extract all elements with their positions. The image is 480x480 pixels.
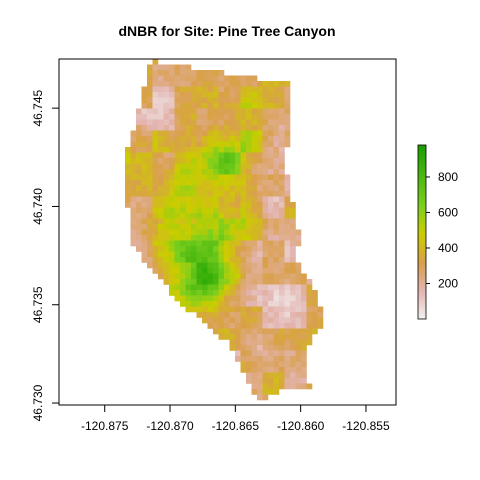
raster-layer bbox=[125, 59, 324, 401]
legend-tick-label: 200 bbox=[438, 276, 458, 290]
x-tick-label: -120.860 bbox=[277, 419, 325, 433]
legend-tick-label: 400 bbox=[438, 241, 458, 255]
x-tick-label: -120.855 bbox=[342, 419, 390, 433]
x-tick-label: -120.870 bbox=[146, 419, 194, 433]
chart-title: dNBR for Site: Pine Tree Canyon bbox=[118, 23, 335, 39]
legend-tick-label: 800 bbox=[438, 170, 458, 184]
y-tick-label: 46.745 bbox=[31, 89, 45, 126]
plot-frame bbox=[58, 58, 397, 406]
y-tick-label: 46.740 bbox=[31, 188, 45, 225]
x-tick-label: -120.865 bbox=[212, 419, 260, 433]
x-axis: -120.875 -120.870 -120.865 -120.860 -120.855 bbox=[81, 405, 390, 433]
y-tick-label: 46.735 bbox=[31, 286, 45, 323]
x-tick-label: -120.875 bbox=[81, 419, 129, 433]
color-legend: 200 400 600 800 bbox=[417, 144, 458, 320]
legend-tick-label: 600 bbox=[438, 205, 458, 219]
y-tick-label: 46.730 bbox=[31, 384, 45, 421]
y-axis: 46.730 46.735 46.740 46.745 bbox=[31, 89, 59, 421]
legend-frame bbox=[417, 144, 427, 320]
